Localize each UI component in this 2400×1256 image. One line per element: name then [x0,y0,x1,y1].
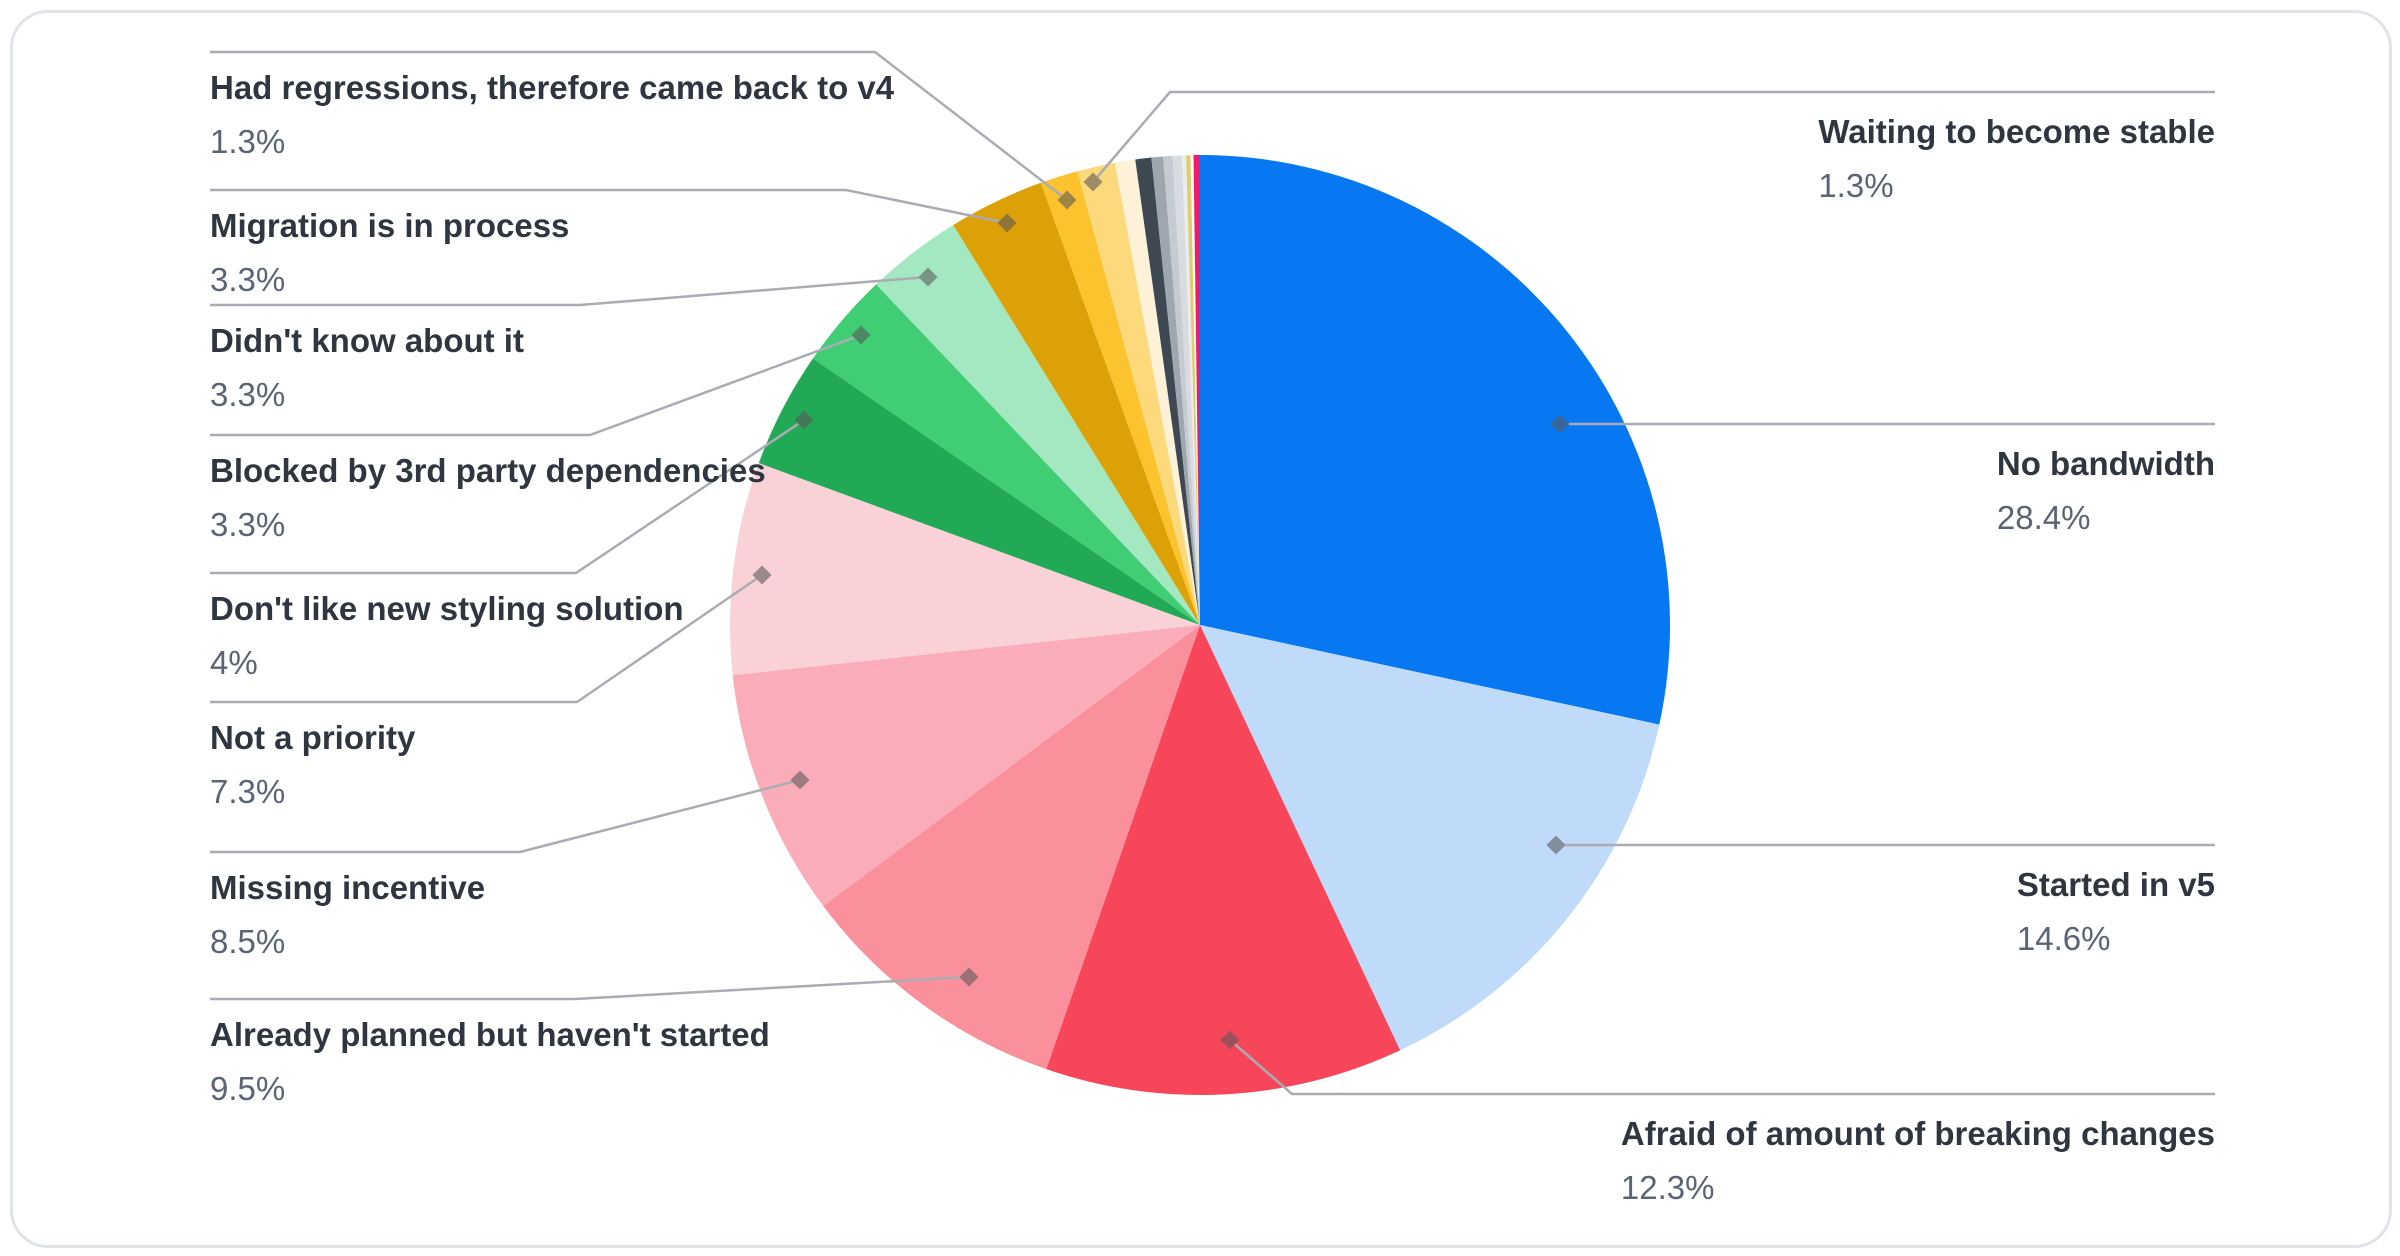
pie-slice-unlabeled-20 [1193,154,1200,625]
slice-label-missing-incentive: Missing incentive 8.5% [210,866,485,964]
pie-slice-unlabeled-12 [1114,159,1200,626]
slice-marker-waiting-to-become-stable [1083,172,1103,192]
pie-slice-unlabeled-19 [1190,155,1200,626]
slice-label-missing-incentive-value: 8.5% [210,923,286,960]
slice-marker-blocked-by-3rd-party-dependencies [851,325,871,345]
leader-lines [210,50,2215,1096]
slice-marker-don-t-like-new-styling-solution [794,410,814,430]
slice-label-afraid-breaking-changes: Afraid of amount of breaking changes 12.… [1621,1112,2215,1210]
slice-label-no-bandwidth-title: No bandwidth [1996,445,2215,482]
slice-marker-migration-is-in-process [997,213,1017,233]
pie-slice-unlabeled-17 [1181,155,1200,625]
slice-label-started-in-v5-value: 14.6% [2016,920,2111,957]
slice-marker-already-planned-but-haven-t-started [959,967,979,987]
slice-label-not-a-priority-value: 7.3% [210,773,286,810]
slice-label-not-a-priority-title: Not a priority [210,719,416,756]
pie-slices [730,154,1671,1096]
slice-label-didnt-know-value: 3.3% [210,376,286,413]
leader-line-not-a-priority [210,573,763,704]
pie-slice-waiting-to-become-stable [1077,162,1200,625]
slice-label-dont-like-styling-value: 4% [210,644,258,681]
slice-label-missing-incentive-title: Missing incentive [210,869,486,906]
slice-marker-didn-t-know-about-it [918,267,938,287]
slice-label-dont-like-styling-title: Don't like new styling solution [210,590,684,627]
slice-label-not-a-priority: Not a priority 7.3% [210,716,415,814]
slice-label-blocked-3rd-party-value: 3.3% [210,506,286,543]
leader-line-waiting-to-become-stable [1092,90,2215,183]
slice-label-already-planned: Already planned but haven't started 9.5% [210,1013,770,1111]
slice-label-started-in-v5-title: Started in v5 [2016,866,2215,903]
slice-label-no-bandwidth: No bandwidth 28.4% [1997,442,2215,540]
pie-slice-didn-t-know-about-it [876,225,1200,625]
slice-label-no-bandwidth-value: 28.4% [1996,499,2091,536]
pie-slice-unlabeled-14 [1151,156,1200,625]
pie-slice-started-in-v5 [1200,625,1660,1051]
slice-label-migration-in-process-value: 3.3% [210,261,286,298]
leader-line-don-t-like-new-styling-solution [210,418,805,575]
leader-line-afraid-of-amount-of-breaking-changes [1229,1039,2215,1096]
slice-markers [752,172,1570,1050]
slice-marker-not-a-priority [752,565,772,585]
slice-label-dont-like-styling: Don't like new styling solution 4% [210,587,684,685]
pie-slice-afraid-of-amount-of-breaking-changes [1046,625,1401,1096]
slice-label-blocked-3rd-party: Blocked by 3rd party dependencies 3.3% [210,449,766,547]
slice-label-had-regressions-value: 1.3% [210,123,286,160]
pie-slice-unlabeled-13 [1135,157,1200,625]
pie-slice-unlabeled-16 [1172,155,1200,625]
leader-line-migration-is-in-process [210,188,1008,225]
leader-line-missing-incentive [210,778,801,854]
slice-label-blocked-3rd-party-title: Blocked by 3rd party dependencies [210,452,766,489]
leader-line-already-planned-but-haven-t-started [210,975,970,1001]
slice-label-had-regressions: Had regressions, therefore came back to … [210,66,894,164]
pie-slice-migration-is-in-process [953,182,1200,626]
slice-label-afraid-breaking-changes-value: 12.3% [1620,1169,1715,1206]
pie-slice-not-a-priority [730,463,1200,676]
leader-line-blocked-by-3rd-party-dependencies [210,333,862,437]
pie-slice-blocked-by-3rd-party-dependencies [812,284,1200,625]
pie-slice-had-regressions-therefore-came-back-to-v [1040,171,1200,625]
pie-slice-no-bandwidth [1200,154,1671,725]
slice-label-migration-in-process-title: Migration is in process [210,207,570,244]
slice-label-migration-in-process: Migration is in process 3.3% [210,204,569,302]
slice-marker-had-regressions-therefore-came-back-to-v [1057,190,1077,210]
slice-marker-started-in-v5 [1546,835,1566,855]
slice-label-had-regressions-title: Had regressions, therefore came back to … [210,69,895,106]
slice-label-didnt-know-title: Didn't know about it [210,322,524,359]
slice-label-waiting-stable-title: Waiting to become stable [1818,113,2215,150]
leader-line-had-regressions-therefore-came-back-to-v [210,50,1068,201]
leader-line-didn-t-know-about-it [210,275,929,307]
slice-label-waiting-stable-value: 1.3% [1818,167,1894,204]
slice-marker-missing-incentive [790,770,810,790]
slice-label-started-in-v5: Started in v5 14.6% [2017,863,2215,961]
slice-label-already-planned-title: Already planned but haven't started [210,1016,770,1053]
pie-slice-already-planned-but-haven-t-started [823,625,1200,1070]
pie-slice-unlabeled-18 [1186,155,1200,625]
slice-label-afraid-breaking-changes-title: Afraid of amount of breaking changes [1620,1115,2215,1152]
slice-label-already-planned-value: 9.5% [210,1070,286,1107]
pie-slice-missing-incentive [732,625,1200,907]
slice-marker-afraid-of-amount-of-breaking-changes [1220,1030,1240,1050]
slice-label-waiting-stable: Waiting to become stable 1.3% [1818,110,2215,208]
pie-slice-unlabeled-15 [1163,155,1200,626]
pie-slice-don-t-like-new-styling-solution [758,358,1200,625]
slice-label-didnt-know: Didn't know about it 3.3% [210,319,524,417]
slice-marker-no-bandwidth [1550,414,1570,434]
